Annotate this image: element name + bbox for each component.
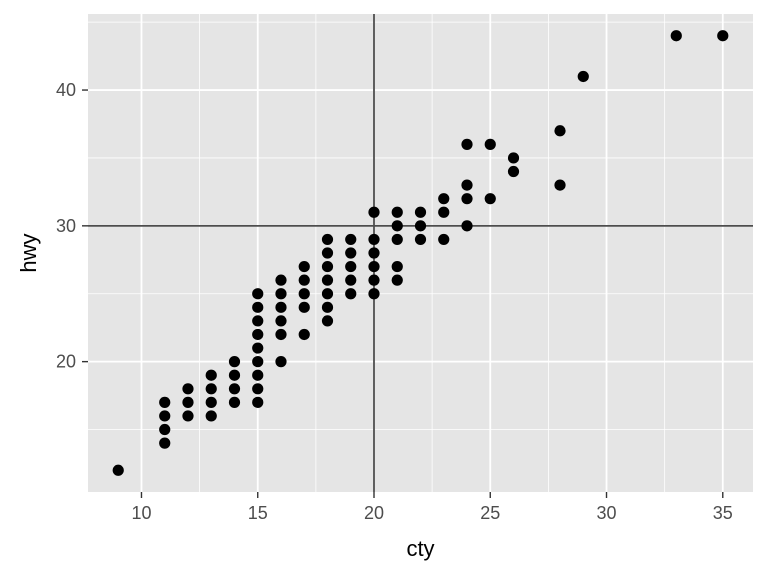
x-tick-label: 35 bbox=[713, 503, 733, 523]
data-point bbox=[321, 274, 334, 286]
data-point bbox=[414, 206, 427, 218]
data-point bbox=[298, 301, 310, 313]
data-point bbox=[345, 233, 357, 246]
data-point bbox=[438, 193, 450, 205]
data-point bbox=[298, 260, 310, 273]
data-point bbox=[252, 288, 264, 300]
data-point bbox=[228, 383, 241, 395]
data-point bbox=[484, 193, 496, 205]
data-point bbox=[345, 260, 357, 273]
data-point bbox=[298, 328, 310, 341]
data-point bbox=[391, 206, 403, 218]
data-point bbox=[321, 260, 334, 273]
x-tick-label: 15 bbox=[248, 503, 268, 523]
data-point bbox=[368, 233, 380, 246]
data-point bbox=[275, 288, 287, 300]
data-point bbox=[112, 464, 124, 476]
y-tick-label: 20 bbox=[56, 352, 76, 372]
data-point bbox=[228, 369, 241, 381]
y-tick-label: 30 bbox=[56, 216, 76, 236]
plot-panel bbox=[88, 14, 753, 492]
data-point bbox=[414, 220, 427, 232]
data-point bbox=[484, 138, 496, 150]
data-point bbox=[368, 288, 380, 300]
x-axis: 10 15 20 25 30 35 bbox=[131, 492, 733, 523]
data-point bbox=[438, 233, 450, 246]
data-point bbox=[414, 233, 427, 246]
data-point bbox=[321, 233, 334, 246]
data-point bbox=[275, 356, 287, 368]
data-point bbox=[507, 152, 520, 164]
data-point bbox=[391, 260, 403, 273]
data-point bbox=[275, 301, 287, 313]
data-point bbox=[345, 274, 357, 286]
data-point bbox=[391, 274, 403, 286]
data-point bbox=[461, 138, 473, 150]
data-point bbox=[252, 328, 264, 341]
data-point bbox=[298, 274, 310, 286]
x-axis-title: cty bbox=[406, 536, 434, 561]
x-tick-label: 25 bbox=[480, 503, 500, 523]
data-point bbox=[275, 328, 287, 341]
data-point bbox=[159, 423, 171, 436]
data-point bbox=[298, 288, 310, 300]
y-axis: 20 30 40 bbox=[56, 80, 88, 372]
data-point bbox=[182, 396, 194, 408]
data-point bbox=[252, 383, 264, 395]
data-point bbox=[159, 396, 171, 408]
x-tick-label: 10 bbox=[131, 503, 151, 523]
data-point bbox=[507, 165, 520, 178]
data-point bbox=[554, 179, 566, 191]
data-point bbox=[205, 410, 217, 422]
y-axis-title: hwy bbox=[16, 233, 41, 272]
data-point bbox=[717, 30, 729, 42]
data-point bbox=[391, 220, 403, 232]
data-point bbox=[182, 410, 194, 422]
minor-gridlines bbox=[88, 14, 753, 492]
data-point bbox=[159, 437, 171, 449]
data-point bbox=[205, 396, 217, 408]
data-point bbox=[368, 274, 380, 286]
data-point bbox=[554, 125, 566, 137]
x-tick-label: 30 bbox=[596, 503, 616, 523]
data-point bbox=[159, 410, 171, 422]
data-point bbox=[461, 220, 473, 232]
data-point bbox=[321, 301, 334, 313]
data-point bbox=[228, 396, 241, 408]
data-point bbox=[252, 342, 264, 354]
data-point bbox=[368, 247, 380, 259]
data-point bbox=[321, 315, 334, 327]
data-point bbox=[321, 288, 334, 300]
data-point bbox=[368, 260, 380, 273]
data-point bbox=[275, 274, 287, 286]
data-point bbox=[368, 206, 380, 218]
data-point bbox=[252, 369, 264, 381]
data-point bbox=[321, 247, 334, 259]
data-points bbox=[112, 30, 729, 476]
data-point bbox=[182, 383, 194, 395]
data-point bbox=[345, 247, 357, 259]
y-tick-label: 40 bbox=[56, 80, 76, 100]
data-point bbox=[577, 70, 589, 83]
data-point bbox=[205, 369, 217, 381]
major-gridlines bbox=[88, 14, 753, 492]
data-point bbox=[275, 315, 287, 327]
data-point bbox=[461, 179, 473, 191]
data-point bbox=[391, 233, 403, 246]
data-point bbox=[252, 396, 264, 408]
x-tick-label: 20 bbox=[364, 503, 384, 523]
data-point bbox=[205, 383, 217, 395]
data-point bbox=[228, 356, 241, 368]
data-point bbox=[252, 356, 264, 368]
data-point bbox=[438, 206, 450, 218]
data-point bbox=[345, 288, 357, 300]
data-point bbox=[252, 301, 264, 313]
data-point bbox=[670, 30, 682, 42]
data-point bbox=[252, 315, 264, 327]
data-point bbox=[461, 193, 473, 205]
